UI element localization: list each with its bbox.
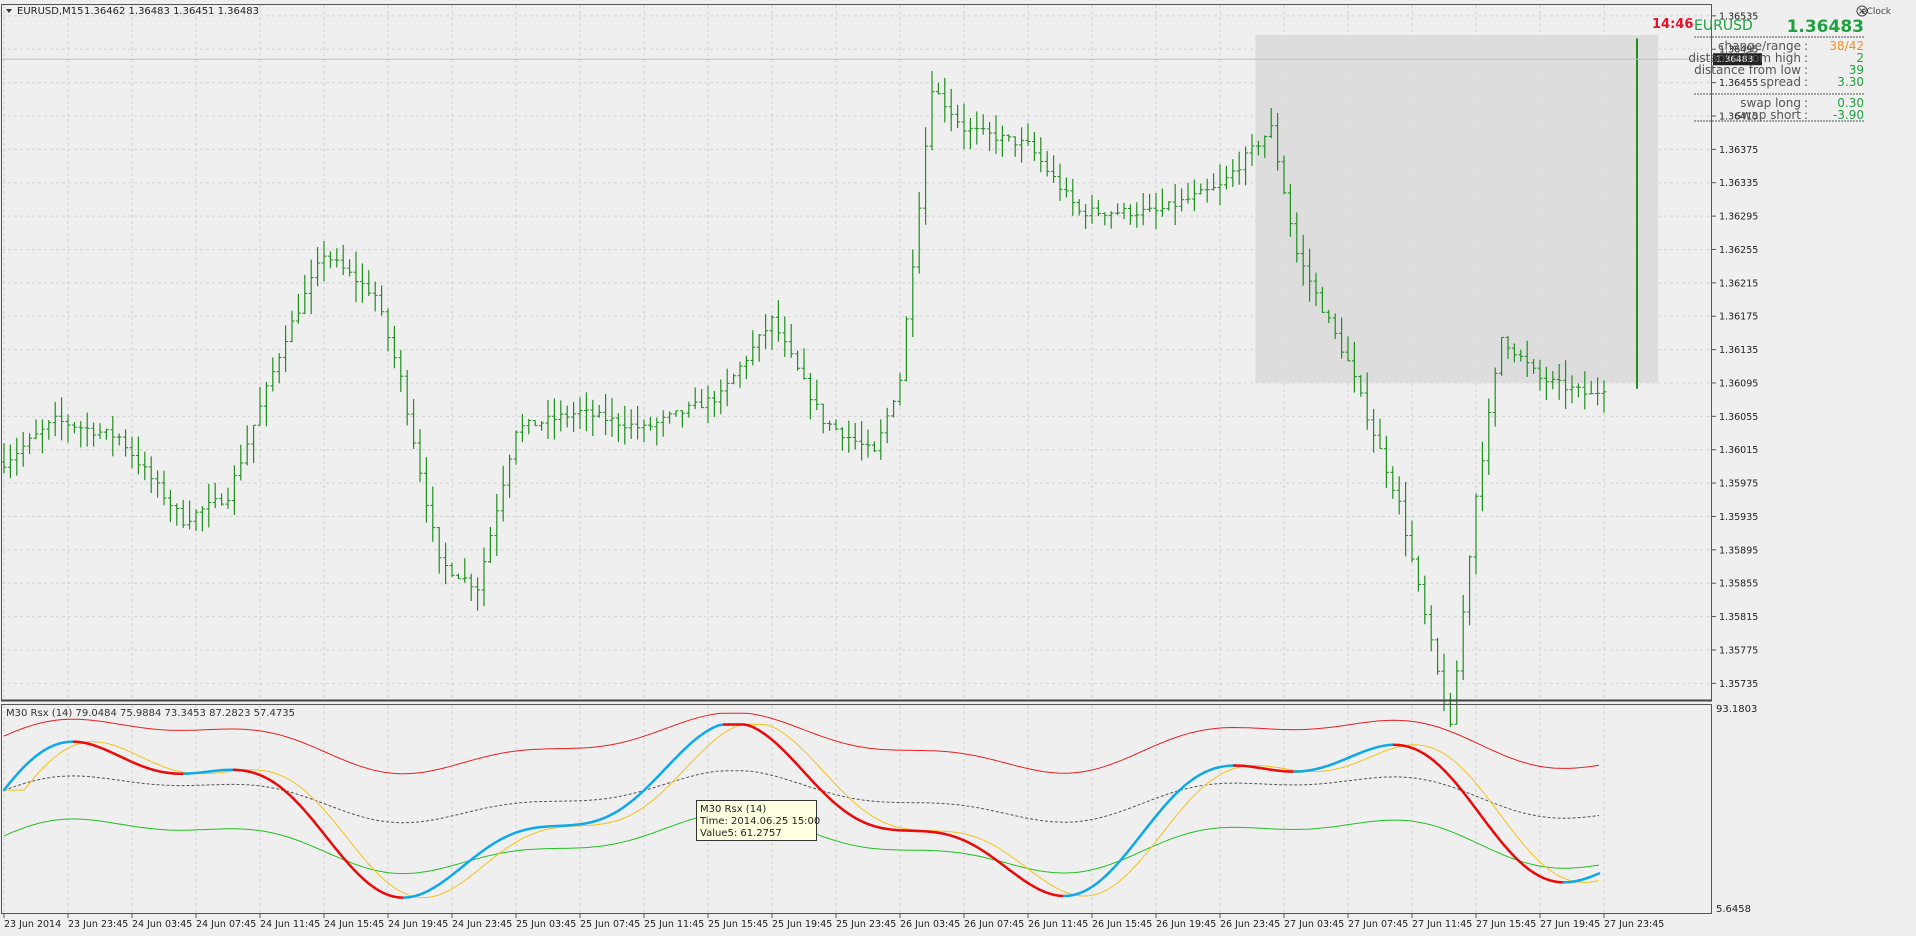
price-tick-label: 1.36255 — [1719, 245, 1758, 256]
eclock-colon: : — [1804, 108, 1808, 122]
eclock-row-value: 3.30 — [1837, 75, 1864, 89]
time-tick-label: 25 Jun 15:45 — [708, 919, 768, 930]
time-tick-label: 27 Jun 15:45 — [1476, 919, 1536, 930]
tooltip-line-2: Time: 2014.06.25 15:00 — [699, 816, 820, 827]
price-tick-label: 1.35855 — [1719, 579, 1758, 590]
price-tick-label: 1.36215 — [1719, 278, 1758, 289]
eclock-time: 14:46 — [1652, 17, 1693, 32]
price-tick-label: 1.36095 — [1719, 378, 1758, 389]
symbol-header: EURUSD,M15 — [17, 6, 83, 17]
time-tick-label: 27 Jun 03:45 — [1284, 919, 1344, 930]
chart-header: EURUSD,M15 1.36462 1.36483 1.36451 1.364… — [6, 6, 259, 17]
tooltip-line-3: Value5: 61.2757 — [700, 828, 782, 839]
time-tick-label: 23 Jun 23:45 — [68, 919, 128, 930]
price-tick-label: 1.35895 — [1719, 545, 1758, 556]
ohlc-header: 1.36462 1.36483 1.36451 1.36483 — [84, 6, 259, 17]
time-tick-label: 26 Jun 07:45 — [964, 919, 1024, 930]
time-tick-label: 27 Jun 11:45 — [1412, 919, 1472, 930]
price-tick-label: 1.36335 — [1719, 178, 1758, 189]
time-tick-label: 26 Jun 11:45 — [1028, 919, 1088, 930]
session-range-box — [1255, 35, 1658, 383]
tooltip-line-1: M30 Rsx (14) — [700, 804, 766, 815]
time-tick-label: 27 Jun 23:45 — [1604, 919, 1664, 930]
price-tick-label: 1.35935 — [1719, 512, 1758, 523]
price-tick-label: 1.35975 — [1719, 479, 1758, 490]
eclock-colon: : — [1804, 75, 1808, 89]
eclock-swap-label: swap short — [1735, 108, 1801, 122]
time-tick-label: 24 Jun 03:45 — [132, 919, 192, 930]
price-tick-label: 1.35815 — [1719, 612, 1758, 623]
time-tick-label: 25 Jun 23:45 — [836, 919, 896, 930]
eclock-title: eClock — [1861, 7, 1892, 17]
indicator-header: M30 Rsx (14) 79.0484 75.9884 73.3453 87.… — [6, 708, 295, 719]
time-tick-label: 27 Jun 19:45 — [1540, 919, 1600, 930]
time-tick-label: 25 Jun 19:45 — [772, 919, 832, 930]
eclock-price: 1.36483 — [1787, 17, 1864, 37]
price-tick-label: 1.36295 — [1719, 212, 1758, 223]
time-tick-label: 25 Jun 03:45 — [516, 919, 576, 930]
time-tick-label: 24 Jun 11:45 — [260, 919, 320, 930]
time-tick-label: 25 Jun 07:45 — [580, 919, 640, 930]
indicator-min-label: 5.6458 — [1716, 904, 1751, 915]
time-tick-label: 24 Jun 15:45 — [324, 919, 384, 930]
time-tick-label: 23 Jun 2014 — [4, 919, 61, 930]
price-tick-label: 1.36015 — [1719, 445, 1758, 456]
time-tick-label: 27 Jun 07:45 — [1348, 919, 1408, 930]
price-tick-label: 1.36175 — [1719, 312, 1758, 323]
indicator-max-label: 93.1803 — [1716, 704, 1757, 715]
price-tick-label: 1.36135 — [1719, 345, 1758, 356]
time-tick-label: 24 Jun 23:45 — [452, 919, 512, 930]
price-tick-label: 1.36375 — [1719, 145, 1758, 156]
time-tick-label: 26 Jun 23:45 — [1220, 919, 1280, 930]
price-tick-label: 1.36055 — [1719, 412, 1758, 423]
price-tick-label: 1.35775 — [1719, 645, 1758, 656]
eclock-row-label: spread — [1760, 75, 1801, 89]
time-tick-label: 26 Jun 15:45 — [1092, 919, 1152, 930]
eclock-symbol: EURUSD — [1694, 18, 1753, 34]
indicator-tooltip: M30 Rsx (14) Time: 2014.06.25 15:00 Valu… — [697, 801, 821, 841]
time-tick-label: 24 Jun 07:45 — [196, 919, 256, 930]
eclock-swap-value: -3.90 — [1833, 108, 1864, 122]
price-tick-label: 1.35735 — [1719, 679, 1758, 690]
time-tick-label: 26 Jun 03:45 — [900, 919, 960, 930]
time-tick-label: 25 Jun 11:45 — [644, 919, 704, 930]
time-tick-label: 24 Jun 19:45 — [388, 919, 448, 930]
time-tick-label: 26 Jun 19:45 — [1156, 919, 1216, 930]
price-tick-label: 1.36455 — [1719, 78, 1758, 89]
